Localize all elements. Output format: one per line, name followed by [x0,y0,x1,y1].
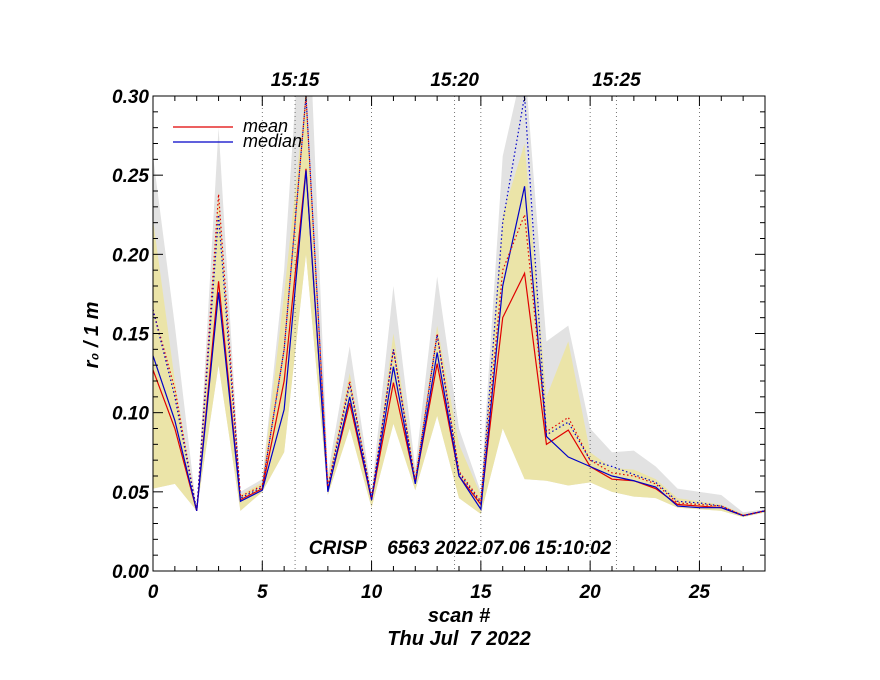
series-layer [153,96,765,517]
y-tick-label: 0.30 [112,87,149,108]
bands-layer [153,96,765,518]
x-tick-label: 25 [688,582,711,603]
y-axis-label: r₀ / 1 m [81,302,103,369]
x-tick-label: 0 [148,582,159,603]
tick-labels: 0 5 10 15 20 25 0.00 0.05 0.10 0.15 0.20 0.25 0.30 15… [112,70,710,603]
x-tick-label: 5 [257,582,268,603]
time-marker-label: 15:25 [592,70,641,91]
yellow-band [153,96,765,518]
y-tick-label: 0.20 [112,245,149,266]
legend-mean-label: mean [243,116,288,136]
time-marker-label: 15:20 [430,70,479,91]
series-line-median-upper [153,96,765,517]
y-tick-label: 0.10 [112,404,149,425]
series-line-median [153,170,765,517]
legend-median-label: median [243,131,302,151]
y-tick-label: 0.05 [112,483,149,504]
x-tick-label: 15 [470,582,492,603]
crisp-annotation: CRISP 6563 2022.07.06 15:10:02 [309,538,612,559]
legend: mean median [173,116,302,151]
y-tick-label: 0.00 [112,562,149,583]
y-tick-label: 0.25 [112,166,149,187]
x-tick-label: 10 [361,582,383,603]
x-tick-label: 20 [579,582,602,603]
x-axis-label: scan # [428,605,491,627]
date-label: Thu Jul 7 2022 [387,628,530,650]
y-tick-label: 0.15 [112,325,149,346]
time-marker-label: 15:15 [271,70,320,91]
ticks [152,95,766,572]
